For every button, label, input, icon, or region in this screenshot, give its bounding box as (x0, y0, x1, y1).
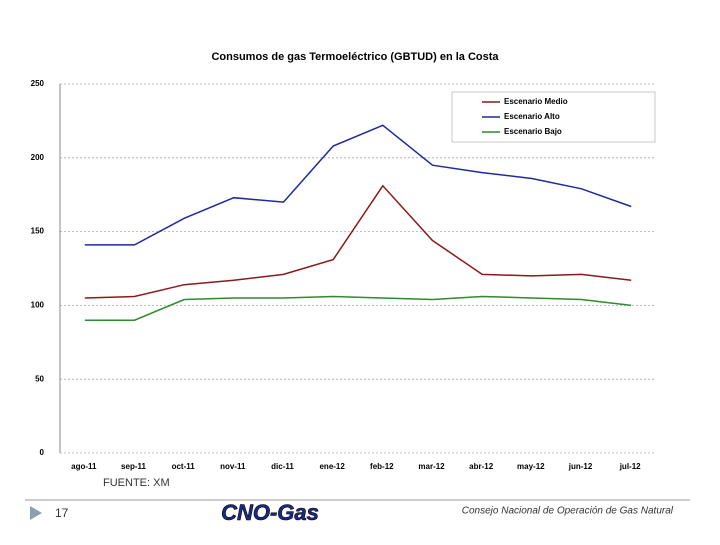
x-tick-label: ago-11 (71, 462, 97, 471)
y-tick-label: 250 (31, 79, 45, 88)
x-tick-label: abr-12 (469, 462, 494, 471)
y-tick-label: 0 (40, 448, 45, 457)
legend-label: Escenario Bajo (504, 127, 562, 136)
legend-box (451, 91, 656, 143)
chart-title: Consumos de gas Termoeléctrico (GBTUD) e… (211, 51, 499, 63)
y-tick-label: 50 (35, 374, 44, 383)
y-tick-label: 100 (31, 301, 45, 310)
bullet-arrow (30, 506, 42, 520)
x-tick-label: ene-12 (319, 462, 345, 471)
x-tick-label: nov-11 (220, 462, 246, 471)
x-tick-label: feb-12 (370, 462, 394, 471)
y-tick-label: 150 (31, 227, 45, 236)
x-tick-label: sep-11 (121, 462, 146, 471)
x-tick-label: oct-11 (172, 462, 196, 471)
slide-number: 17 (55, 506, 69, 520)
x-tick-label: mar-12 (418, 462, 445, 471)
x-tick-label: dic-11 (271, 462, 294, 471)
x-tick-label: jun-12 (568, 462, 593, 471)
series-line (84, 124, 632, 246)
y-tick-label: 200 (31, 153, 45, 162)
logo: CNO-Gas (221, 500, 319, 525)
source: FUENTE: XM (103, 477, 170, 489)
x-tick-label: jul-12 (619, 462, 641, 471)
series-line (84, 295, 632, 321)
legend-label: Escenario Alto (504, 112, 560, 121)
footer-text: Consejo Nacional de Operación de Gas Nat… (462, 506, 674, 517)
legend-label: Escenario Medio (504, 97, 568, 106)
series-line (84, 184, 632, 299)
x-tick-label: may-12 (517, 462, 545, 471)
